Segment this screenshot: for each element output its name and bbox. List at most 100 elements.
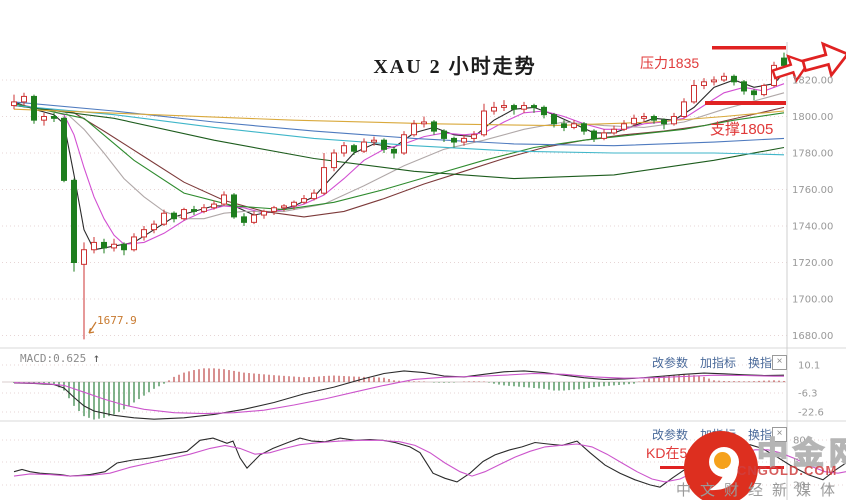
candle-body <box>501 105 507 108</box>
candle-body <box>61 117 67 181</box>
macd-change-params-button[interactable]: 改参数 <box>652 356 689 370</box>
candle-body <box>711 79 717 83</box>
candle-body <box>91 241 97 251</box>
chart-title: XAU 2 小时走势 <box>373 56 537 78</box>
candle-body <box>41 116 47 121</box>
candle-body <box>281 205 287 209</box>
candle-body <box>401 134 407 154</box>
kd-change-params-button[interactable]: 改参数 <box>652 428 689 442</box>
support-label: 支撑1805 <box>710 121 774 138</box>
candle-body <box>461 137 467 143</box>
breakout-arrow-small-icon <box>771 54 811 84</box>
candle-body <box>351 145 357 152</box>
candle-body <box>701 81 707 86</box>
candle-body <box>531 105 537 108</box>
candle-body <box>161 212 167 225</box>
candle-body <box>561 123 567 128</box>
candle-body <box>571 123 577 128</box>
candle-body <box>721 75 727 81</box>
macd-value-text: MACD:0.625 <box>20 352 87 365</box>
candle-body <box>471 134 477 139</box>
candle-body <box>371 139 377 143</box>
candle-body <box>391 148 397 154</box>
candle-body <box>151 223 157 231</box>
candle-body <box>611 128 617 134</box>
candle-body <box>131 236 137 251</box>
ma-slow-darkgreen-line <box>13 104 785 180</box>
price-tick-label: 1820.00 <box>792 76 833 87</box>
candle-body <box>631 117 637 125</box>
ma-fast-magenta-line <box>13 83 785 245</box>
kd-annotation: KD在50 <box>646 445 696 461</box>
macd-tick-label: 10.1 <box>798 361 820 372</box>
candle-body <box>171 212 177 220</box>
candle-body <box>451 137 457 143</box>
candle-body <box>261 210 267 216</box>
price-tick-label: 1680.00 <box>792 331 833 342</box>
candle-body <box>31 95 37 121</box>
support-line <box>705 101 786 105</box>
low-pointer-arrow-icon <box>88 321 97 334</box>
macd-toolbar: 改参数 加指标 换指标 <box>652 354 784 371</box>
candle-body <box>581 123 587 132</box>
candle-body <box>341 145 347 154</box>
candle-body <box>741 81 747 92</box>
candle-body <box>21 95 27 103</box>
candle-body <box>201 207 207 212</box>
candle-body <box>141 229 147 238</box>
candle-body <box>361 141 367 152</box>
kd-tick-label: 50 <box>793 458 806 469</box>
candle-body <box>191 209 197 212</box>
candle-body <box>231 194 237 218</box>
macd-tick-label: -6.3 <box>798 389 818 400</box>
resistance-label: 压力1835 <box>640 55 700 71</box>
cngold-logo-icon <box>683 430 759 500</box>
candle-body <box>51 116 57 119</box>
candle-body <box>271 207 277 212</box>
candle-body <box>751 90 757 96</box>
candle-body <box>761 84 767 96</box>
ma-mid-gray-line <box>13 92 785 220</box>
macd-close-icon[interactable]: × <box>772 355 787 370</box>
candle-body <box>121 243 127 251</box>
ma-slow-yellow-line <box>13 108 785 127</box>
candle-body <box>411 123 417 136</box>
candle-body <box>291 201 297 207</box>
candle-body <box>321 167 327 194</box>
candle-body <box>311 192 317 200</box>
macd-dif-line <box>13 370 785 420</box>
candle-body <box>511 105 517 110</box>
candle-body <box>491 106 497 112</box>
kd-tick-label: 80 <box>793 436 806 447</box>
candle-body <box>651 116 657 121</box>
candle-body <box>251 214 257 223</box>
candle-body <box>671 116 677 125</box>
candle-body <box>641 116 647 119</box>
price-tick-label: 1800.00 <box>792 112 833 123</box>
candle-body <box>81 249 87 265</box>
macd-add-indicator-button[interactable]: 加指标 <box>700 356 737 370</box>
macd-up-arrow-icon: ↑ <box>92 351 101 365</box>
candle-body <box>101 241 107 249</box>
candle-body <box>601 132 607 139</box>
candle-body <box>521 105 527 110</box>
candle-body <box>71 179 77 263</box>
watermark-tagline-text: 中文财经新媒体 <box>676 482 845 499</box>
kd-close-icon[interactable]: × <box>772 427 787 442</box>
ma-mid-green-line <box>13 103 785 211</box>
macd-value-label: MACD:0.625 ↑ <box>20 351 100 365</box>
candle-body <box>541 106 547 116</box>
ma-slow-cyan-line <box>13 104 785 156</box>
candle-body <box>431 121 437 132</box>
kd-tick-label: 20 <box>793 481 806 492</box>
candle-body <box>621 123 627 130</box>
candle-body <box>301 198 307 203</box>
candle-body <box>221 194 227 205</box>
candle-body <box>551 114 557 125</box>
price-tick-label: 1780.00 <box>792 149 833 160</box>
candle-body <box>691 84 697 103</box>
candle-body <box>481 110 487 136</box>
candle-body <box>781 57 787 66</box>
